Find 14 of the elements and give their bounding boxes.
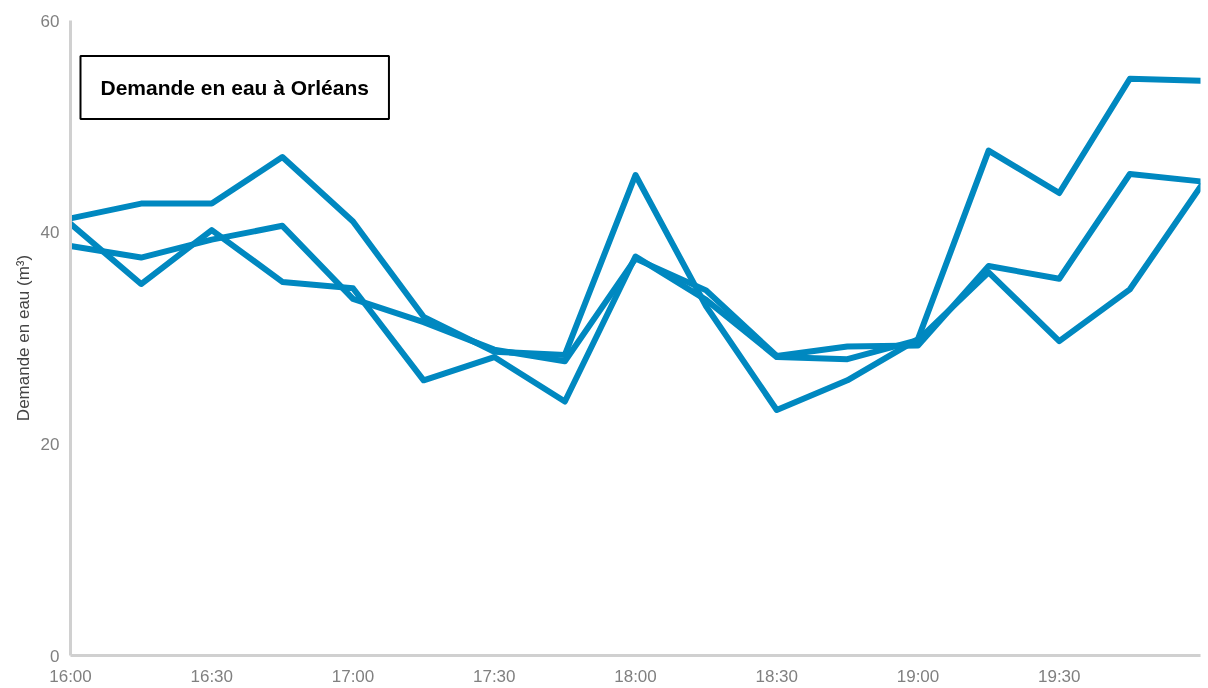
x-tick-label: 17:00 xyxy=(331,666,375,686)
x-tick-label: 19:00 xyxy=(896,666,940,686)
y-tick-label: 40 xyxy=(40,223,60,243)
y-tick-label: 0 xyxy=(50,646,60,666)
x-tick-label: 17:30 xyxy=(472,666,516,686)
y-tick-label: 20 xyxy=(40,434,60,454)
x-tick-label: 19:30 xyxy=(1037,666,1081,686)
x-tick-label: 18:30 xyxy=(755,666,799,686)
y-axis-title: Demande en eau (m³) xyxy=(13,254,33,422)
text: Demande en eau à Orléans xyxy=(100,76,369,99)
x-tick-label: 16:00 xyxy=(49,666,92,686)
y-tick-label: 60 xyxy=(40,11,60,31)
x-tick-label: 18:00 xyxy=(614,666,657,686)
x-tick-label: 16:30 xyxy=(190,666,234,686)
